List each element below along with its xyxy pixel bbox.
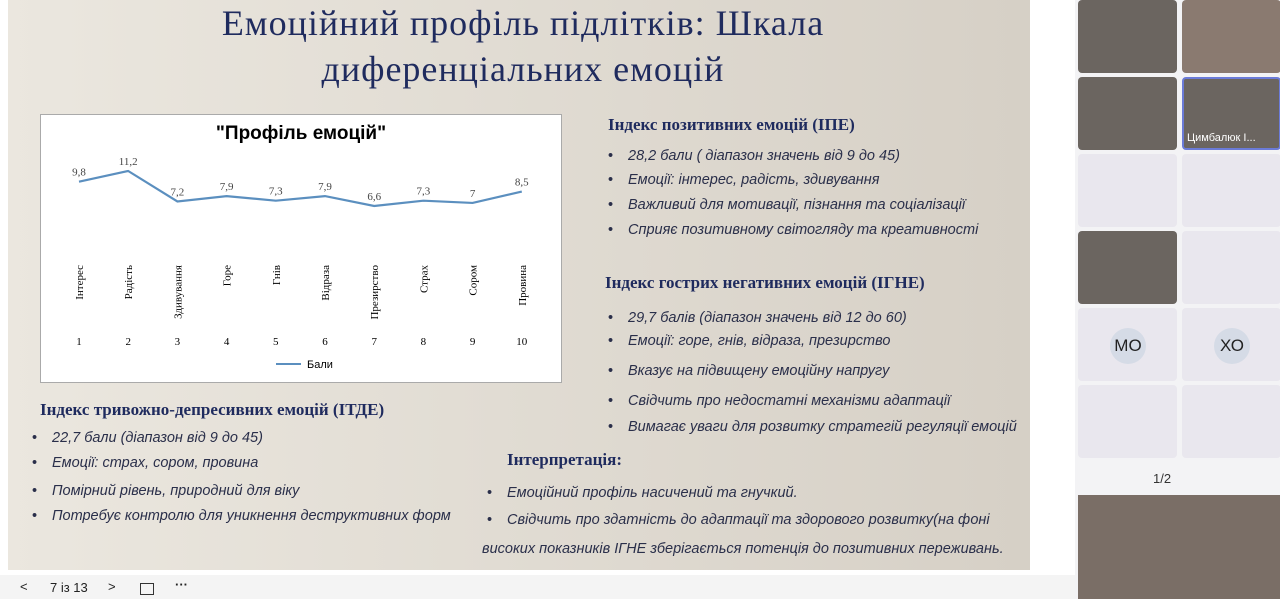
video-tile: [1182, 0, 1280, 73]
grid-view[interactable]: [140, 583, 154, 595]
bullet: 28,2 бали ( діапазон значень від 9 до 45…: [608, 148, 900, 164]
avatar: МО: [1110, 328, 1146, 364]
next[interactable]: >: [108, 579, 116, 594]
participant-name: Цимбалюк І...: [1187, 132, 1256, 144]
value-label: 6,6: [367, 191, 381, 203]
chart-title: "Профіль емоцій": [216, 123, 386, 144]
x-tick-label: 10: [516, 336, 528, 348]
value-label: 7,2: [171, 186, 185, 198]
heading: Індекс гострих негативних емоцій (ІГНЕ): [605, 273, 925, 292]
more[interactable]: ···: [175, 577, 188, 592]
toolbar: < 7 із 13 > ···: [0, 575, 1075, 599]
value-label: 7,3: [269, 186, 283, 198]
video-tile: Цимбалюк І...: [1182, 77, 1280, 150]
x-tick-label: 3: [175, 336, 181, 348]
bullet-text: Свідчить про здатність до адаптації та з…: [462, 506, 1022, 564]
video-tile: [1078, 231, 1177, 304]
line: [78, 169, 523, 208]
bullet: Вимагає уваги для розвитку стратегій рег…: [608, 419, 1017, 435]
x-tick-label: 1: [76, 336, 82, 348]
prev[interactable]: <: [20, 579, 28, 594]
bullet: Важливий для мотивації, пізнання та соці…: [608, 197, 965, 213]
heading: Інтерпретація:: [507, 450, 622, 469]
bullet: Сприяє позитивному світогляду та креатив…: [608, 222, 978, 238]
bullet: 29,7 балів (діапазон значень від 12 до 6…: [608, 310, 907, 326]
avatar-tile: ХО: [1182, 308, 1280, 381]
video-tile: [1078, 495, 1280, 599]
legend-label: Бали: [307, 359, 333, 371]
pager[interactable]: 1/2: [1153, 471, 1171, 486]
page-indicator: 7 із 13: [50, 580, 88, 595]
category-name: Страх: [418, 265, 430, 294]
avatar-tile: МО: [1078, 308, 1177, 381]
heading: Індекс позитивних емоцій (ІПЕ): [608, 115, 855, 134]
video-tile: [1078, 77, 1177, 150]
category-name: Гнів: [271, 265, 283, 285]
heading: Індекс тривожно-депресивних емоцій (ІТДЕ…: [40, 400, 385, 419]
x-tick-label: 8: [421, 336, 427, 348]
bullet: Свідчить про недостатні механізми адапта…: [608, 393, 950, 409]
video-tile: [1182, 154, 1280, 227]
video-tile: [1182, 385, 1280, 458]
chart: "Профіль емоцій" 1 Інтерес 2 Радість 3 Здивув…: [40, 114, 562, 383]
x-tick-label: 4: [224, 336, 230, 348]
category-name: Презирство: [369, 265, 381, 320]
video-tile: [1078, 385, 1177, 458]
value-label: 11,2: [119, 156, 138, 168]
category-name: Інтерес: [74, 265, 86, 300]
bullet: Потребує контролю для уникнення деструкт…: [32, 508, 451, 524]
avatar: ХО: [1214, 328, 1250, 364]
value-label: 7,9: [220, 181, 234, 193]
bullet: Емоційний профіль насичений та гнучкий.: [487, 485, 798, 501]
category-name: Радість: [123, 265, 135, 299]
slide-title: Емоційний профіль підлітків: Шкала дифер…: [221, 3, 825, 89]
bullet: 22,7 бали (діапазон від 9 до 45): [32, 430, 263, 446]
bullet: Вказує на підвищену емоційну напругу: [608, 363, 889, 379]
x-tick-label: 9: [470, 336, 476, 348]
video-tile: [1078, 0, 1177, 73]
category-name: Горе: [222, 265, 234, 286]
value-label: 9,8: [72, 167, 86, 179]
bullet: Емоції: горе, гнів, відраза, презирство: [608, 333, 890, 349]
video-tile: [1182, 231, 1280, 304]
bullet: Емоції: страх, сором, провина: [32, 455, 258, 471]
value-label: 8,5: [515, 177, 529, 189]
x-tick-label: 6: [322, 336, 328, 348]
bullet: Емоції: інтерес, радість, здивування: [608, 172, 880, 188]
video-tile: [1078, 154, 1177, 227]
value-label: 7,3: [417, 186, 431, 198]
category-name: Провина: [517, 265, 529, 306]
category-name: Сором: [468, 265, 480, 296]
value-label: 7: [470, 188, 476, 200]
value-label: 7,9: [318, 181, 332, 193]
participants-panel: Цимбалюк І... МО ХО 1/2: [1075, 0, 1280, 599]
x-tick-label: 7: [371, 336, 377, 348]
category-name: Відраза: [320, 265, 332, 301]
x-tick-label: 5: [273, 336, 279, 348]
bullet: Помірний рівень, природний для віку: [32, 483, 299, 499]
pager-text: 1/2: [1153, 471, 1172, 486]
x-tick-label: 2: [125, 336, 131, 348]
category-name: Здивування: [172, 265, 184, 319]
